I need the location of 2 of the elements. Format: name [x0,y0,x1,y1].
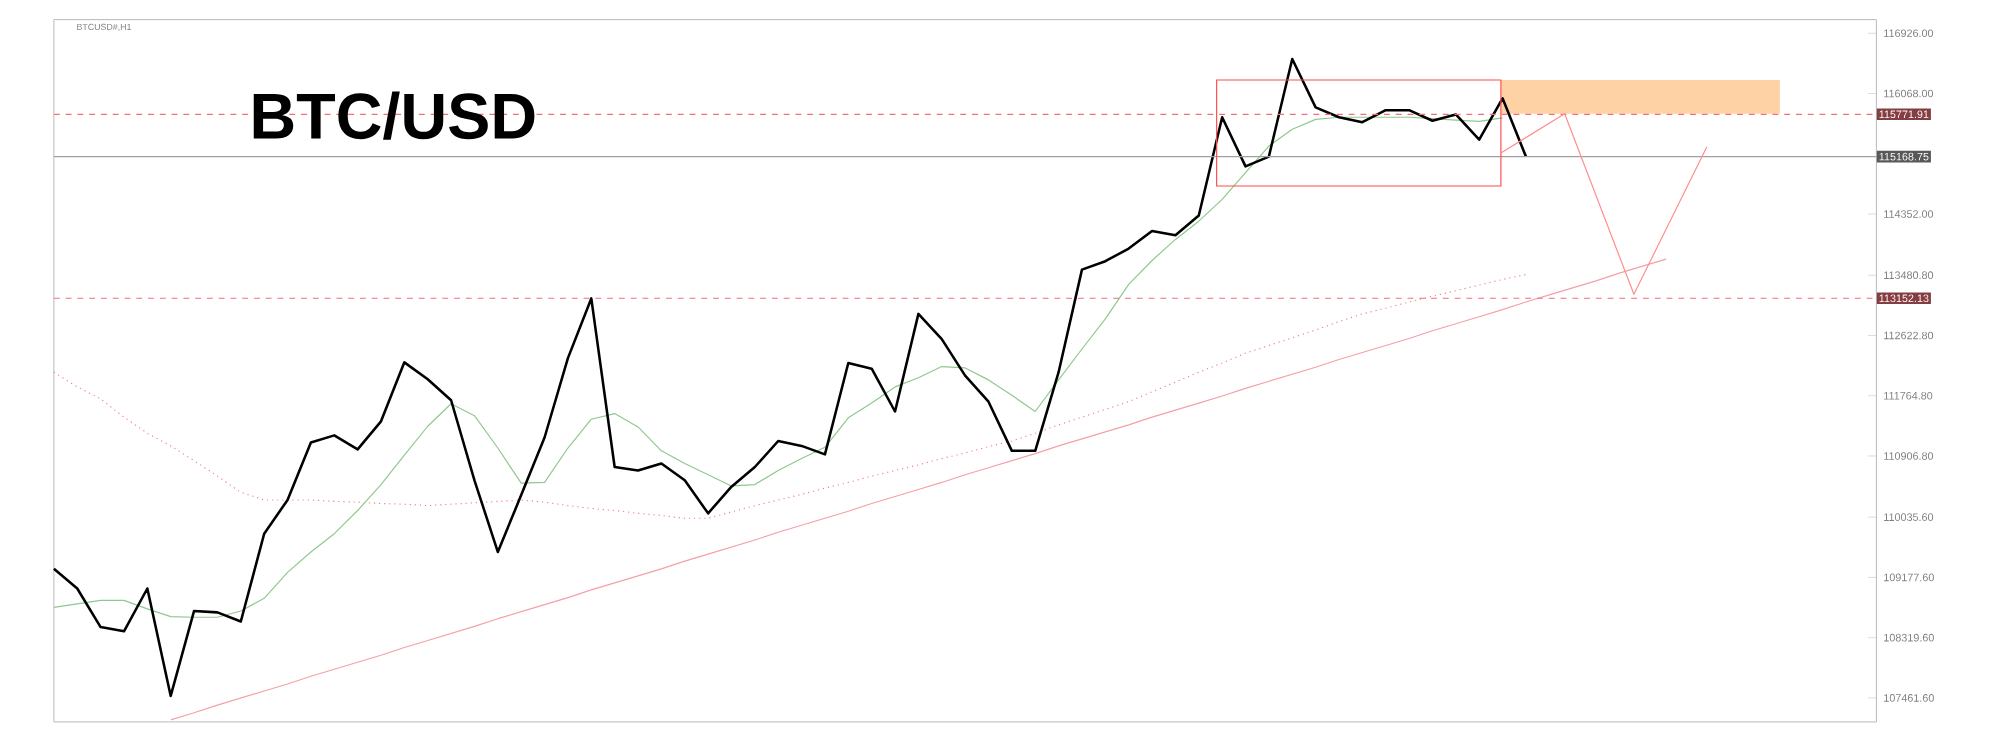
line-series [52,58,1528,698]
text: BTC/USD [253,91,535,141]
